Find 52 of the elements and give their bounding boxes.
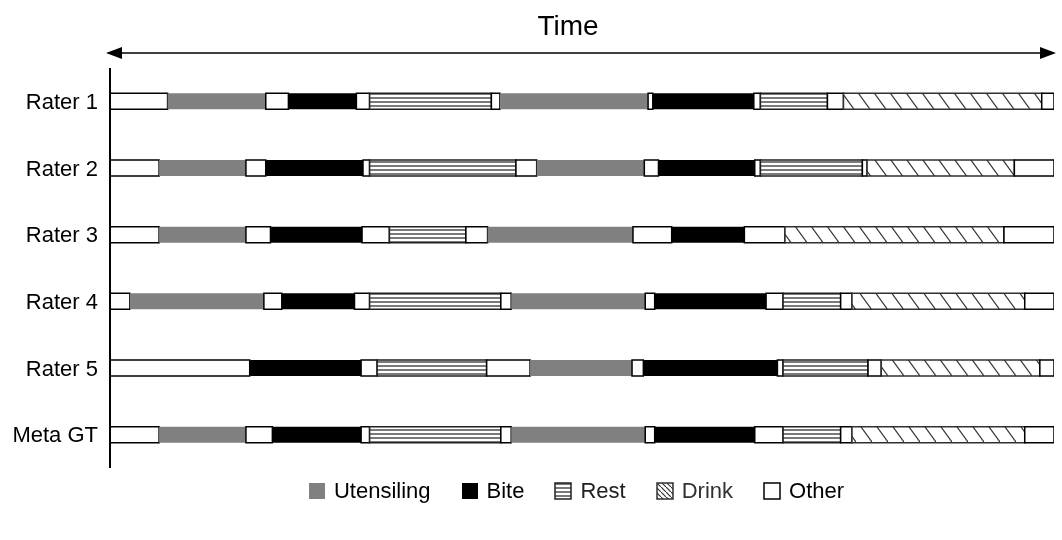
text: Drink <box>681 478 734 504</box>
bar <box>167 93 266 110</box>
bar <box>388 225 467 244</box>
bar <box>880 359 1041 377</box>
bar <box>487 226 633 243</box>
bar <box>465 225 489 244</box>
bar <box>500 425 512 444</box>
bar <box>866 159 1016 177</box>
bar <box>842 92 1043 111</box>
bar <box>500 292 512 311</box>
bar <box>1023 425 1054 444</box>
y-tick-label: Meta GT <box>12 422 98 448</box>
bar <box>368 425 502 444</box>
bar <box>1023 292 1054 311</box>
bar <box>1003 225 1054 244</box>
bar <box>129 293 264 310</box>
bar <box>499 93 649 110</box>
y-tick-label: Rater 1 <box>25 89 98 115</box>
bar <box>851 292 1026 311</box>
bar <box>759 159 864 177</box>
text: Rest <box>580 478 626 504</box>
legend-label: Utensiling <box>333 478 431 504</box>
bar <box>782 359 869 377</box>
bar <box>368 159 517 177</box>
bar <box>759 92 829 111</box>
y-tick-label: Rater 5 <box>25 355 98 381</box>
y-tick-label: Rater 4 <box>25 289 98 315</box>
y-tick-label: Rater 3 <box>25 222 98 248</box>
bar <box>782 425 842 444</box>
legend-label: Other <box>789 478 845 504</box>
bar <box>511 293 646 310</box>
bar <box>159 160 246 176</box>
bar <box>867 359 882 377</box>
bar <box>782 292 842 311</box>
bar <box>376 359 488 377</box>
bar <box>1040 92 1054 111</box>
bar <box>851 425 1026 444</box>
y-tick-label: Rater 2 <box>25 155 98 181</box>
bar <box>1013 159 1054 177</box>
bar <box>159 226 246 243</box>
bar <box>485 359 531 377</box>
legend-label: Bite <box>486 478 525 504</box>
bar <box>536 160 645 176</box>
bar <box>530 360 633 376</box>
bar <box>368 292 502 311</box>
bar <box>784 225 1005 244</box>
x-axis-title: Time <box>537 10 599 42</box>
bar <box>1039 359 1054 377</box>
bar <box>511 426 646 443</box>
bar <box>159 426 246 443</box>
bar <box>368 92 493 111</box>
bar <box>515 159 538 177</box>
